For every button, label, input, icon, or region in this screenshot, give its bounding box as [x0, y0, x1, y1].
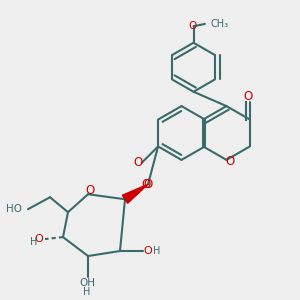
Text: CH₃: CH₃	[210, 19, 228, 29]
Text: OH: OH	[79, 278, 95, 288]
Text: H: H	[30, 237, 37, 247]
Text: O: O	[226, 155, 235, 168]
Text: O: O	[188, 21, 197, 31]
Text: O: O	[244, 90, 253, 103]
Text: H: H	[153, 246, 160, 256]
Text: HO: HO	[6, 204, 22, 214]
Text: H: H	[83, 287, 91, 297]
Text: O: O	[85, 184, 94, 197]
Polygon shape	[122, 184, 148, 203]
Text: O: O	[143, 246, 152, 256]
Text: O: O	[134, 156, 142, 169]
Text: O: O	[143, 178, 153, 191]
Text: O: O	[34, 234, 43, 244]
Text: O: O	[142, 178, 151, 191]
